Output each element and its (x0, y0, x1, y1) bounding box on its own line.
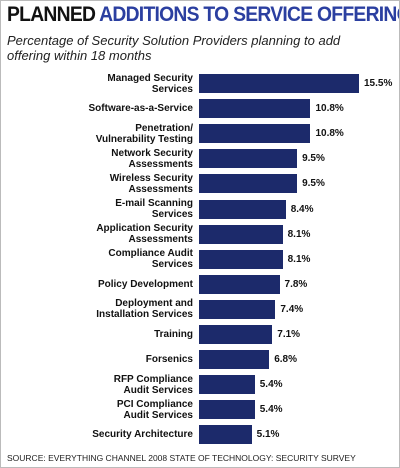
bar (199, 249, 283, 269)
value-label: 10.8% (315, 128, 344, 140)
value-label: 5.4% (259, 379, 283, 391)
bar (199, 99, 311, 119)
value-label: 8.1% (287, 228, 311, 240)
bar (199, 199, 286, 219)
bar (199, 425, 252, 445)
category-label: Training (154, 329, 193, 340)
chart-subtitle: Percentage of Security Solution Provider… (7, 33, 341, 63)
category-label: Network Security Assessments (111, 147, 193, 170)
value-label: 7.1% (277, 329, 301, 340)
title-part: ADDITIONS TO SERVICE OFFERINGS (99, 3, 400, 26)
value-label: 7.4% (280, 303, 304, 315)
category-label: Wireless Security Assessments (109, 172, 193, 195)
bar (199, 149, 298, 169)
bar (199, 124, 311, 144)
chart-title: PLANNED ADDITIONS TO SERVICE OFFERINGS (7, 3, 400, 27)
value-label: 15.5% (364, 78, 393, 89)
bar (199, 74, 359, 93)
value-label: 9.5% (302, 178, 325, 190)
category-label: PCI Compliance Audit Services (116, 398, 193, 421)
category-label: Penetration/ Vulnerability Testing (95, 122, 193, 145)
value-label: 5.4% (259, 404, 283, 416)
category-label: Software-as-a-Service (88, 103, 194, 115)
title-part: PLANNED (7, 3, 96, 26)
source-note: SOURCE: EVERYTHING CHANNEL 2008 STATE OF… (7, 453, 356, 463)
value-label: 7.8% (284, 278, 308, 290)
category-label: E-mail Scanning Services (115, 198, 193, 220)
value-label: 10.8% (315, 103, 344, 115)
bar (199, 299, 276, 319)
value-label: 8.4% (290, 203, 314, 215)
value-label: 9.5% (302, 153, 325, 165)
bar (199, 325, 273, 344)
value-label: 6.8% (274, 354, 297, 366)
bar (199, 375, 255, 395)
value-label: 8.1% (287, 253, 311, 265)
bar (199, 174, 298, 194)
bar (199, 224, 283, 244)
category-label: RFP Compliance Audit Services (113, 373, 193, 396)
bar (199, 400, 255, 420)
category-label: Compliance Audit Services (108, 248, 193, 271)
category-label: Forsenics (145, 354, 193, 366)
category-label: Security Architecture (92, 429, 193, 441)
category-label: Application Security Assessments (96, 223, 193, 246)
bar (199, 350, 270, 370)
category-label: Managed Security Services (107, 72, 193, 95)
category-label: Policy Development (97, 278, 193, 290)
value-label: 5.1% (256, 429, 280, 441)
bar (199, 274, 280, 294)
category-label: Deployment and Installation Services (96, 298, 193, 321)
